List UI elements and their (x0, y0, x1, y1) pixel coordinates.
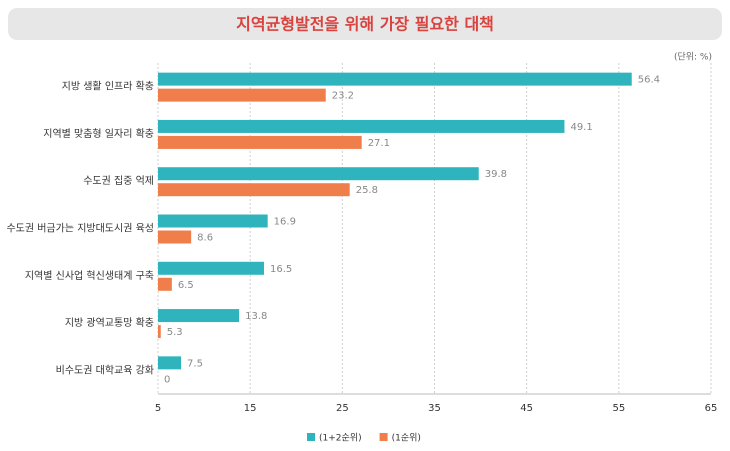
value-label: 6.5 (178, 280, 194, 291)
x-tick-label: 65 (705, 403, 718, 414)
x-tick-label: 55 (612, 403, 625, 414)
value-label: 23.2 (332, 91, 354, 102)
bar (158, 356, 182, 370)
y-tick-label: 지역별 맞춤형 일자리 확충 (43, 128, 154, 140)
bar (158, 325, 161, 339)
y-tick-label: 수도권 버금가는 지방대도시권 육성 (6, 223, 154, 235)
y-tick-label: 지역별 신사업 혁신생태계 구축 (25, 269, 154, 282)
x-tick-label: 15 (244, 403, 257, 414)
value-label: 25.8 (356, 185, 378, 196)
y-tick-label: 수도권 집중 억제 (83, 175, 154, 187)
legend-label: (1+2순위) (319, 433, 362, 444)
chart-title: 지역균형발전을 위해 가장 필요한 대책 (236, 15, 494, 34)
value-label: 16.9 (274, 217, 296, 228)
y-tick-label: 지방 광역교통망 확충 (65, 317, 154, 329)
bar (158, 277, 172, 291)
bar (158, 309, 240, 323)
bar (158, 230, 192, 244)
x-tick-label: 45 (520, 403, 533, 414)
bar (158, 119, 565, 133)
legend-swatch (307, 433, 315, 441)
bar (158, 183, 350, 197)
value-label: 7.5 (187, 358, 203, 369)
value-label: 49.1 (570, 122, 592, 133)
x-tick-label: 25 (336, 403, 349, 414)
bar (158, 214, 268, 228)
legend-label: (1순위) (392, 433, 421, 444)
bar (158, 72, 632, 86)
x-tick-label: 5 (155, 403, 161, 414)
x-tick-label: 35 (428, 403, 441, 414)
bar (158, 261, 264, 275)
bar (158, 88, 326, 102)
y-tick-label: 비수도권 대학교육 강화 (56, 364, 154, 376)
value-label: 16.5 (270, 264, 292, 275)
value-label: 8.6 (197, 233, 213, 244)
bar (158, 167, 479, 181)
bar (158, 135, 362, 149)
value-label: 0 (164, 374, 170, 385)
value-label: 27.1 (368, 138, 390, 149)
value-label: 56.4 (638, 75, 660, 86)
value-label: 13.8 (245, 311, 267, 322)
value-label: 5.3 (167, 327, 183, 338)
legend-swatch (379, 433, 388, 441)
title-bar (8, 8, 722, 40)
value-label: 39.8 (485, 169, 507, 180)
y-tick-label: 지방 생활 인프라 확충 (62, 80, 154, 93)
unit-note: (단위: %) (674, 52, 712, 63)
